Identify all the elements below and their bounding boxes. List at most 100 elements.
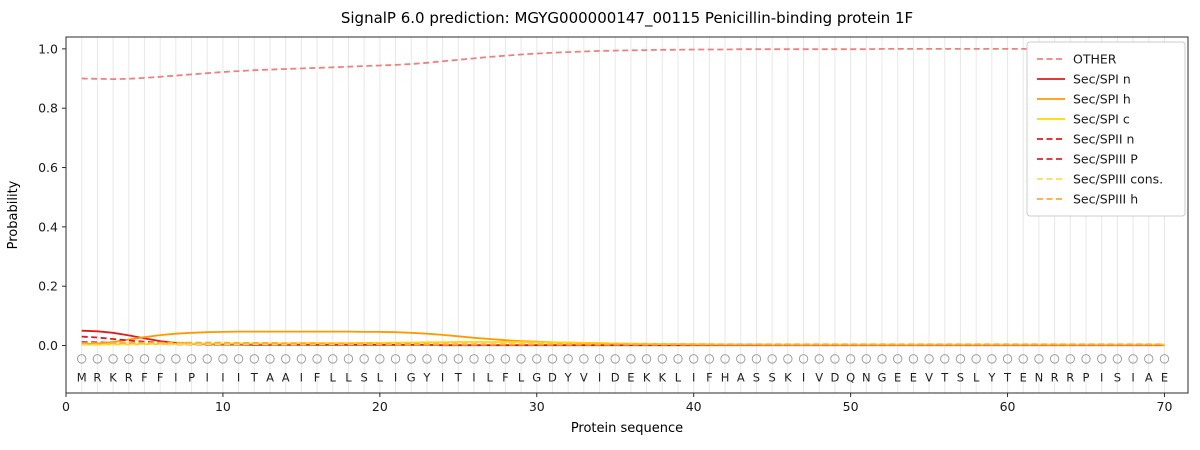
chart-title: SignalP 6.0 prediction: MGYG000000147_00…: [341, 9, 913, 28]
residue-marker-icon: [422, 354, 432, 364]
residue-marker-icon: [186, 354, 197, 364]
residue-marker-icon: [845, 354, 856, 364]
legend-label: Sec/SPII n: [1073, 132, 1134, 147]
residue-letter: G: [878, 370, 887, 384]
residue-marker-icon: [484, 354, 495, 364]
residue-letter: S: [753, 370, 760, 384]
residue-marker-icon: [751, 354, 762, 364]
residue-letter: K: [643, 370, 651, 384]
residue-marker-icon: [798, 354, 809, 364]
residue-letter: N: [862, 370, 871, 384]
residue-marker-icon: [892, 354, 903, 364]
residue-marker-icon: [1034, 354, 1044, 364]
residue-marker-icon: [579, 354, 589, 364]
residue-letter: I: [598, 370, 601, 384]
legend-label: OTHER: [1073, 52, 1117, 67]
legend-label: Sec/SPIII cons.: [1073, 172, 1163, 187]
residue-marker-icon: [312, 354, 322, 364]
residue-marker-icon: [767, 354, 777, 364]
residue-marker-icon: [955, 354, 966, 364]
residue-marker-icon: [908, 354, 919, 364]
residue-marker-icon: [328, 354, 338, 364]
residue-marker-icon: [437, 354, 448, 364]
residue-marker-icon: [1112, 354, 1123, 364]
residue-letter: F: [502, 370, 509, 384]
residue-letter: D: [830, 370, 839, 384]
residue-marker-icon: [877, 354, 887, 364]
residue-letter: E: [910, 370, 917, 384]
residue-letter: V: [580, 370, 588, 384]
axes-frame: [65, 36, 1189, 394]
residue-letter: I: [221, 370, 224, 384]
residue-letter: K: [784, 370, 792, 384]
residue-letter: D: [611, 370, 620, 384]
series-line-sec-spii-n: [81, 335, 1165, 346]
residue-letter: R: [1051, 370, 1059, 384]
x-ticks: 0 10 20 30 40 50 60 70: [62, 393, 1172, 414]
residue-marker-icon: [375, 354, 385, 364]
residue-letter: I: [441, 370, 444, 384]
residue-marker-icon: [249, 354, 260, 364]
residue-marker-icon: [940, 354, 950, 364]
residue-letter: E: [627, 370, 634, 384]
residue-marker-icon: [343, 354, 354, 364]
residue-letter: I: [174, 370, 177, 384]
residue-marker-icon: [1159, 354, 1170, 364]
y-tick-label: 0.0: [38, 338, 58, 353]
residue-letter: Y: [987, 370, 996, 384]
residue-marker-icon: [924, 354, 934, 364]
x-tick-label: 30: [529, 399, 545, 414]
residue-letter: A: [737, 370, 745, 384]
residue-letter: T: [940, 370, 949, 384]
y-tick-label: 0.2: [38, 279, 58, 294]
residue-marker-icon: [469, 354, 479, 364]
residue-marker-icon: [1065, 354, 1076, 364]
residue-marker-icon: [406, 354, 416, 364]
residue-letter: F: [314, 370, 321, 384]
residue-letter: L: [345, 370, 352, 384]
residue-marker-icon: [657, 354, 668, 364]
residue-letter: L: [675, 370, 682, 384]
residue-letter: I: [300, 370, 303, 384]
residue-letter: I: [206, 370, 209, 384]
residue-letter: D: [548, 370, 557, 384]
y-tick-label: 0.8: [38, 101, 58, 116]
residue-marker-icon: [390, 354, 401, 364]
residue-marker-icon: [1081, 354, 1091, 364]
residue-marker-icon: [736, 354, 746, 364]
residue-marker-icon: [720, 354, 730, 364]
residue-letter: I: [1131, 370, 1134, 384]
x-tick-label: 50: [843, 399, 859, 414]
residue-letter: F: [706, 370, 713, 384]
residue-letter: P: [188, 370, 195, 384]
residue-marker-icon: [610, 354, 620, 364]
residue-letter: R: [93, 370, 101, 384]
residue-letter: G: [532, 370, 541, 384]
residue-marker-icon: [296, 354, 307, 364]
y-ticks: 0.0 0.2 0.4 0.6 0.8 1.0: [38, 41, 66, 353]
residue-letter: S: [360, 370, 367, 384]
residue-letter: H: [721, 370, 730, 384]
residue-letter: P: [1083, 370, 1090, 384]
residue-marker-icon: [1002, 354, 1013, 364]
residue-letter: L: [330, 370, 337, 384]
residue-marker-icon: [359, 354, 369, 364]
residue-letter: G: [407, 370, 416, 384]
legend-label: Sec/SPIII P: [1073, 152, 1138, 167]
residue-letter: A: [282, 370, 290, 384]
residue-marker-icon: [500, 354, 511, 364]
residue-marker-icon: [108, 354, 118, 364]
residue-letter: L: [973, 370, 980, 384]
residue-letter: I: [692, 370, 695, 384]
legend-label: Sec/SPI c: [1073, 112, 1130, 127]
residue-letter: S: [957, 370, 964, 384]
gridlines: [81, 37, 1165, 393]
residue-letter: L: [377, 370, 384, 384]
residue-letter: Q: [846, 370, 855, 384]
residue-marker-icon: [783, 354, 793, 364]
residue-letter: S: [1114, 370, 1121, 384]
residue-marker-icon: [830, 354, 840, 364]
